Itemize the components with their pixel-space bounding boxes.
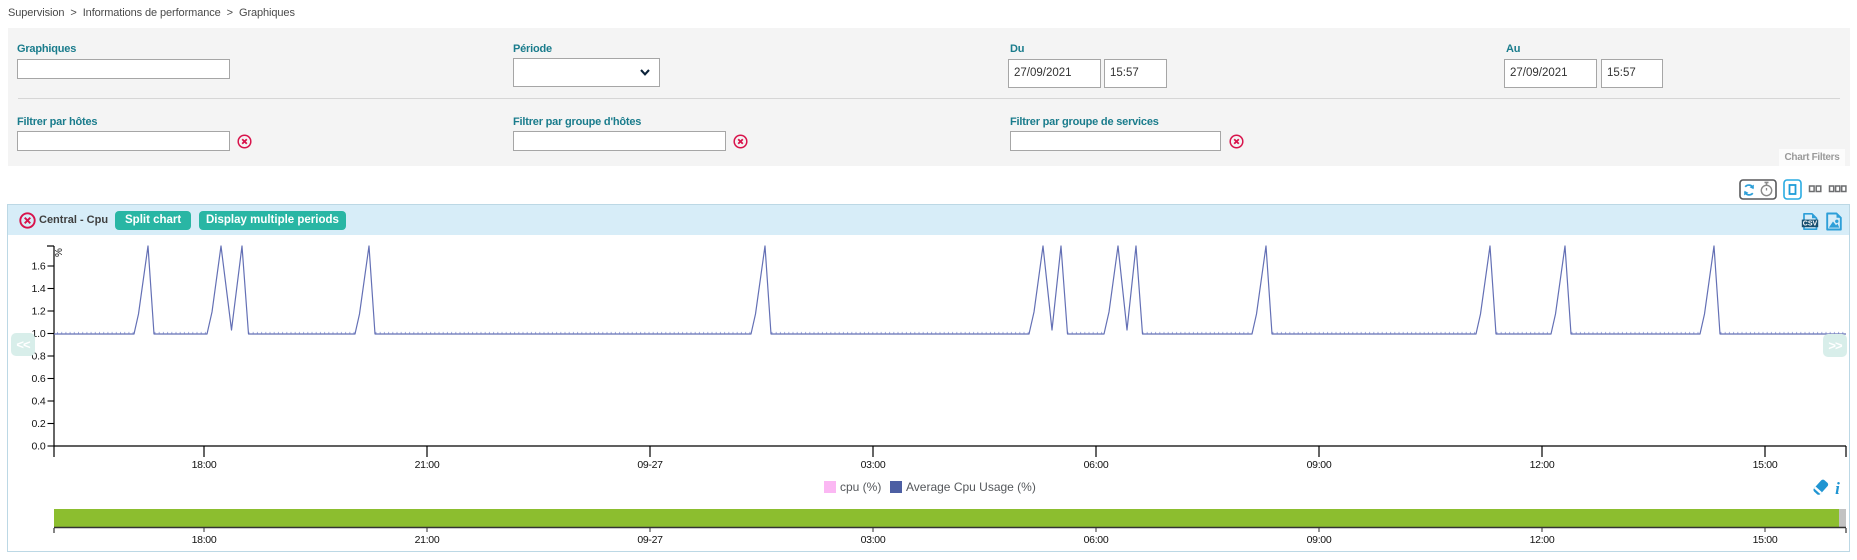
svg-text:1.2: 1.2 [32, 306, 46, 318]
svg-text:12:00: 12:00 [1530, 459, 1555, 471]
svg-text:0.4: 0.4 [32, 396, 46, 408]
svg-text:03:00: 03:00 [861, 534, 886, 546]
svg-text:i: i [1835, 479, 1840, 498]
svg-text:03:00: 03:00 [861, 459, 886, 471]
svg-text:1.4: 1.4 [32, 283, 46, 295]
svg-text:15:00: 15:00 [1753, 534, 1778, 546]
svg-text:0.2: 0.2 [32, 418, 46, 430]
svg-text:21:00: 21:00 [415, 459, 440, 471]
svg-text:18:00: 18:00 [192, 534, 217, 546]
svg-text:1.0: 1.0 [32, 328, 46, 340]
svg-text:1.6: 1.6 [32, 261, 46, 273]
svg-text:18:00: 18:00 [192, 459, 217, 471]
svg-text:21:00: 21:00 [415, 534, 440, 546]
svg-text:06:00: 06:00 [1084, 534, 1109, 546]
svg-text:0.0: 0.0 [32, 441, 46, 453]
svg-text:0.8: 0.8 [32, 351, 46, 363]
svg-text:%: % [54, 248, 65, 257]
svg-text:09-27: 09-27 [637, 459, 663, 471]
svg-text:09:00: 09:00 [1307, 534, 1332, 546]
svg-text:12:00: 12:00 [1530, 534, 1555, 546]
svg-text:09-27: 09-27 [637, 534, 663, 546]
svg-text:06:00: 06:00 [1084, 459, 1109, 471]
svg-text:CSV: CSV [1803, 221, 1818, 228]
svg-text:15:00: 15:00 [1753, 459, 1778, 471]
svg-text:0.6: 0.6 [32, 373, 46, 385]
svg-text:09:00: 09:00 [1307, 459, 1332, 471]
